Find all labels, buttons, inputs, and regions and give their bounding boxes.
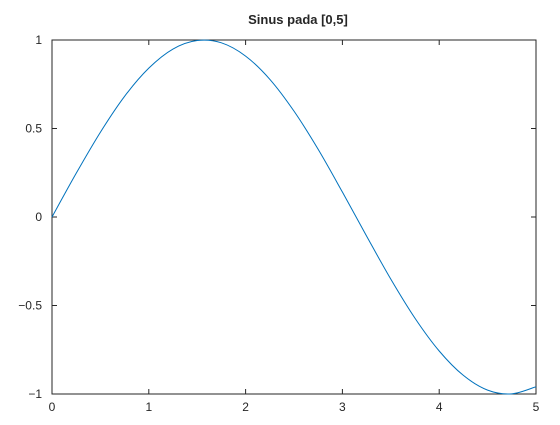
axes-box	[51, 39, 537, 395]
series-line	[51, 39, 537, 395]
x-tick-label: 0	[49, 400, 56, 414]
y-tick-label: −0.5	[18, 299, 42, 313]
x-tick-label: 4	[436, 400, 443, 414]
x-tick-label: 2	[242, 400, 249, 414]
chart-title: Sinus pada [0,5]	[248, 12, 348, 27]
x-tick-label: 1	[145, 400, 152, 414]
y-tick-label: 0.5	[25, 122, 42, 136]
x-tick-label: 3	[339, 400, 346, 414]
y-tick-label: 0	[35, 210, 42, 224]
x-tick-label: 5	[533, 400, 540, 414]
plot-area: 0 1 2 3 4 5 −1 −0.5 0 0.5 1	[18, 33, 539, 414]
y-tick-label: −1	[28, 387, 42, 401]
y-tick-label: 1	[35, 33, 42, 47]
